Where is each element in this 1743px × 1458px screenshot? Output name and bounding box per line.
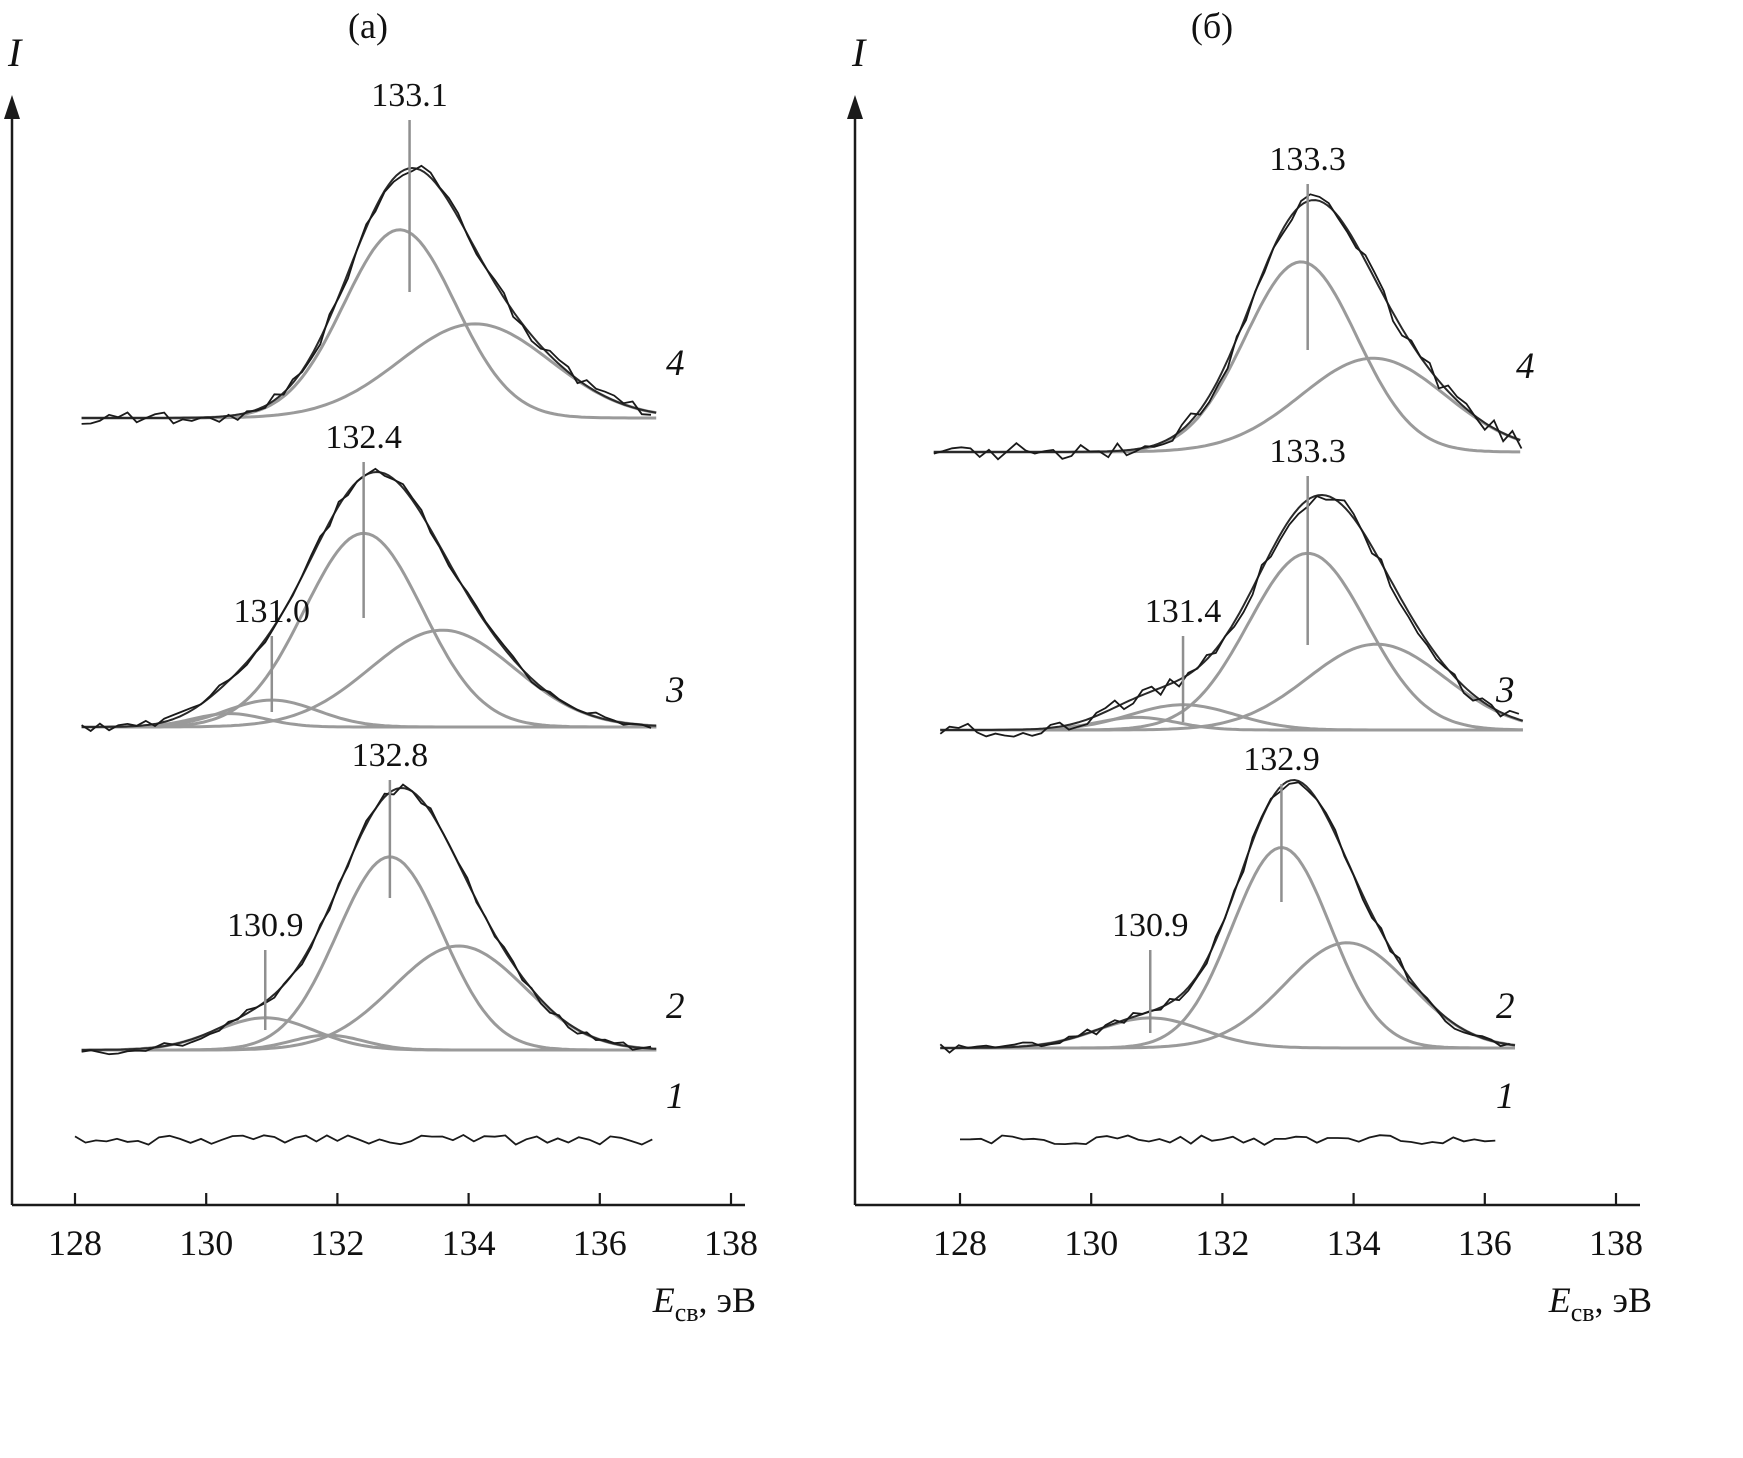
peak-energy-label: 133.3	[1269, 141, 1346, 178]
x-axis-label: Eсв, эВ	[652, 1280, 756, 1327]
x-tick-label: 138	[704, 1223, 758, 1263]
curve-number-label: 2	[1496, 986, 1515, 1027]
fit-envelope-curve	[933, 199, 1521, 453]
peak-energy-label: 133.3	[1269, 433, 1346, 470]
y-axis-label: I	[851, 30, 867, 75]
panel-a: 128 130 132 134 136 138 (а) I Eсв, эВ 1 132.8 130.9…	[4, 6, 758, 1327]
measured-spectrum-curve	[81, 467, 652, 733]
y-axis-arrow-icon	[4, 95, 20, 119]
component-peak-curve	[940, 551, 1523, 732]
peak-energy-label: 131.4	[1145, 593, 1222, 630]
x-tick-label: 134	[1327, 1223, 1381, 1263]
panel-title: (а)	[348, 6, 388, 46]
curve-number-label: 4	[1516, 346, 1535, 387]
curve-number-label: 4	[666, 343, 685, 384]
component-peak-curve	[933, 260, 1521, 454]
x-tick-label: 130	[179, 1223, 233, 1263]
measured-spectrum-curve	[933, 193, 1523, 461]
x-tick-label: 132	[310, 1223, 364, 1263]
x-tick-label: 136	[573, 1223, 627, 1263]
curve-number-label: 1	[1496, 1076, 1515, 1117]
fit-envelope-curve	[940, 778, 1516, 1049]
component-peak-curve	[940, 941, 1516, 1050]
component-peak-curve	[81, 712, 657, 729]
component-peak-curve	[81, 628, 657, 729]
component-peak-curve	[940, 846, 1515, 1050]
component-peak-curve	[81, 531, 657, 729]
measured-spectrum-curve	[939, 781, 1510, 1054]
x-tick-label: 138	[1589, 1223, 1643, 1263]
peak-energy-label: 132.9	[1243, 741, 1320, 778]
component-peak-curve	[81, 944, 657, 1052]
component-peak-curve	[81, 228, 657, 420]
peak-energy-label: 132.8	[352, 737, 429, 774]
measured-spectrum-curve	[81, 783, 652, 1056]
curve-number-label: 3	[1495, 670, 1515, 711]
peak-energy-label: 132.4	[325, 419, 402, 456]
y-axis-label: I	[7, 30, 23, 75]
x-tick-label: 132	[1195, 1223, 1249, 1263]
panel-b: 128 130 132 134 136 138 (б) I Eсв, эВ 1 132.9 130.9…	[847, 6, 1652, 1327]
component-peak-curve	[940, 703, 1523, 732]
fit-envelope-curve	[81, 166, 657, 419]
curve-number-label: 3	[665, 670, 685, 711]
x-tick-label: 136	[1458, 1223, 1512, 1263]
y-axis-arrow-icon	[847, 95, 863, 119]
x-axis-label: Eсв, эВ	[1548, 1280, 1652, 1327]
peak-energy-label: 133.1	[371, 77, 448, 114]
peak-energy-label: 131.0	[234, 593, 311, 630]
fit-envelope-curve	[940, 493, 1524, 731]
curve-number-label: 1	[666, 1076, 685, 1117]
curve-number-label: 2	[666, 986, 685, 1027]
x-tick-label: 128	[933, 1223, 987, 1263]
component-peak-curve	[81, 855, 657, 1052]
panel-title: (б)	[1191, 6, 1233, 46]
measured-spectrum-curve	[939, 495, 1520, 738]
measured-spectrum-curve	[81, 164, 652, 425]
peak-energy-label: 130.9	[1112, 907, 1189, 944]
x-tick-label: 128	[48, 1223, 102, 1263]
x-tick-label: 134	[442, 1223, 496, 1263]
measured-spectrum-curve	[959, 1134, 1496, 1146]
component-peak-curve	[940, 1016, 1515, 1050]
peak-energy-label: 130.9	[227, 907, 304, 944]
fit-envelope-curve	[81, 470, 657, 728]
x-tick-label: 130	[1064, 1223, 1118, 1263]
component-peak-curve	[81, 1033, 657, 1052]
measured-spectrum-curve	[74, 1133, 653, 1146]
